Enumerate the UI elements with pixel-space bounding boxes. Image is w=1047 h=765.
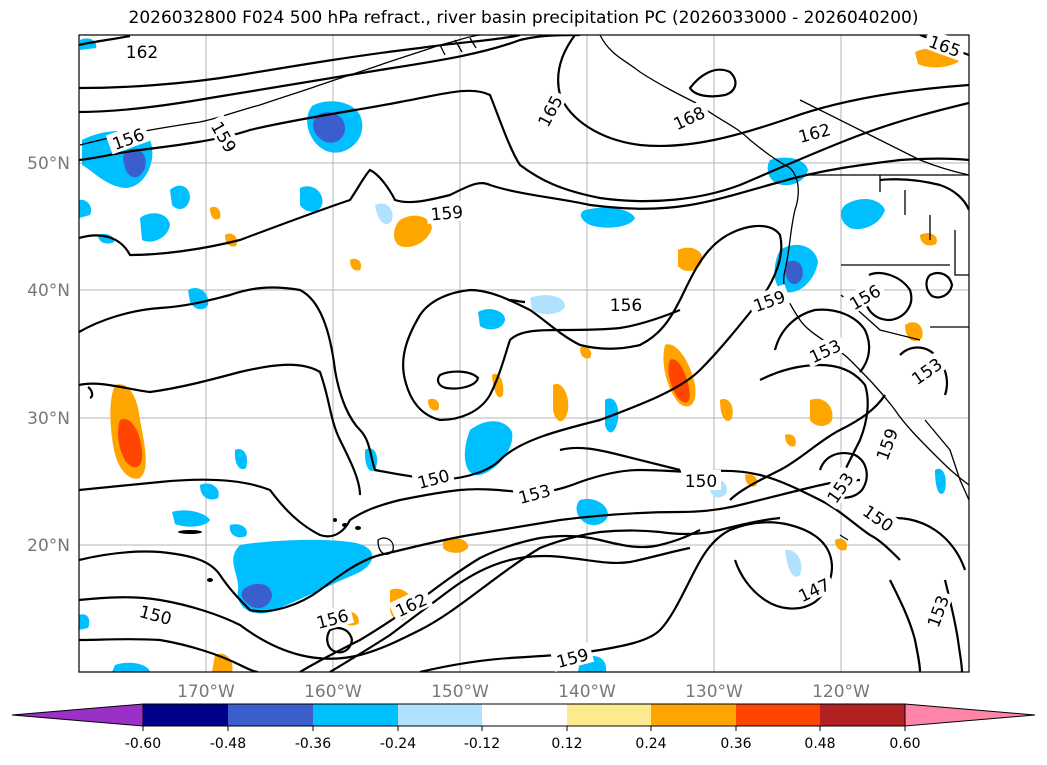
colorbar-segment: [482, 704, 567, 726]
map-frame: [78, 34, 970, 673]
contour-label: 150: [685, 472, 717, 492]
colorbar-tick-label: -0.24: [380, 736, 416, 752]
colorbar-segment: [567, 704, 651, 726]
lon-label: 120°W: [812, 682, 870, 702]
colorbar-extend-high: [904, 703, 1036, 727]
colorbar-tick-label: 0.12: [551, 736, 582, 752]
colorbar-segment: [143, 704, 228, 726]
contour-label: 162: [126, 43, 158, 63]
colorbar-tick-label: -0.60: [125, 736, 161, 752]
lat-label: 50°N: [27, 154, 70, 174]
contour-label: 156: [610, 296, 642, 316]
colorbar-segment: [398, 704, 482, 726]
lat-label: 20°N: [27, 536, 70, 556]
colorbar-tick-label: -0.36: [295, 736, 331, 752]
lon-label: 160°W: [304, 682, 362, 702]
lat-label: 30°N: [27, 409, 70, 429]
lon-label: 130°W: [685, 682, 743, 702]
colorbar-tick-label: 0.24: [635, 736, 666, 752]
colorbar-tick-label: -0.12: [464, 736, 500, 752]
colorbar-tick-label: 0.60: [889, 736, 920, 752]
colorbar-tick-label: 0.36: [720, 736, 751, 752]
contour-label: 159: [430, 203, 464, 226]
colorbar: -0.60 -0.48 -0.36 -0.24 -0.12 0.12 0.24 0.36 0.4…: [11, 703, 1036, 752]
latitude-labels: 50°N 40°N 30°N 20°N: [27, 154, 70, 556]
longitude-labels: 170°W 160°W 150°W 140°W 130°W 120°W: [177, 682, 870, 702]
colorbar-segment: [820, 704, 905, 726]
colorbar-tick-label: 0.48: [804, 736, 835, 752]
map-title: 2026032800 F024 500 hPa refract., river …: [128, 8, 919, 28]
colorbar-segment: [736, 704, 820, 726]
colorbar-segment: [228, 704, 313, 726]
colorbar-segment: [313, 704, 398, 726]
lat-label: 40°N: [27, 281, 70, 301]
lon-label: 170°W: [177, 682, 235, 702]
colorbar-outline: [142, 703, 906, 727]
lon-label: 150°W: [431, 682, 489, 702]
colorbar-tick-label: -0.48: [210, 736, 246, 752]
colorbar-extend-low: [11, 703, 144, 727]
lon-label: 140°W: [558, 682, 616, 702]
colorbar-segment: [651, 704, 736, 726]
